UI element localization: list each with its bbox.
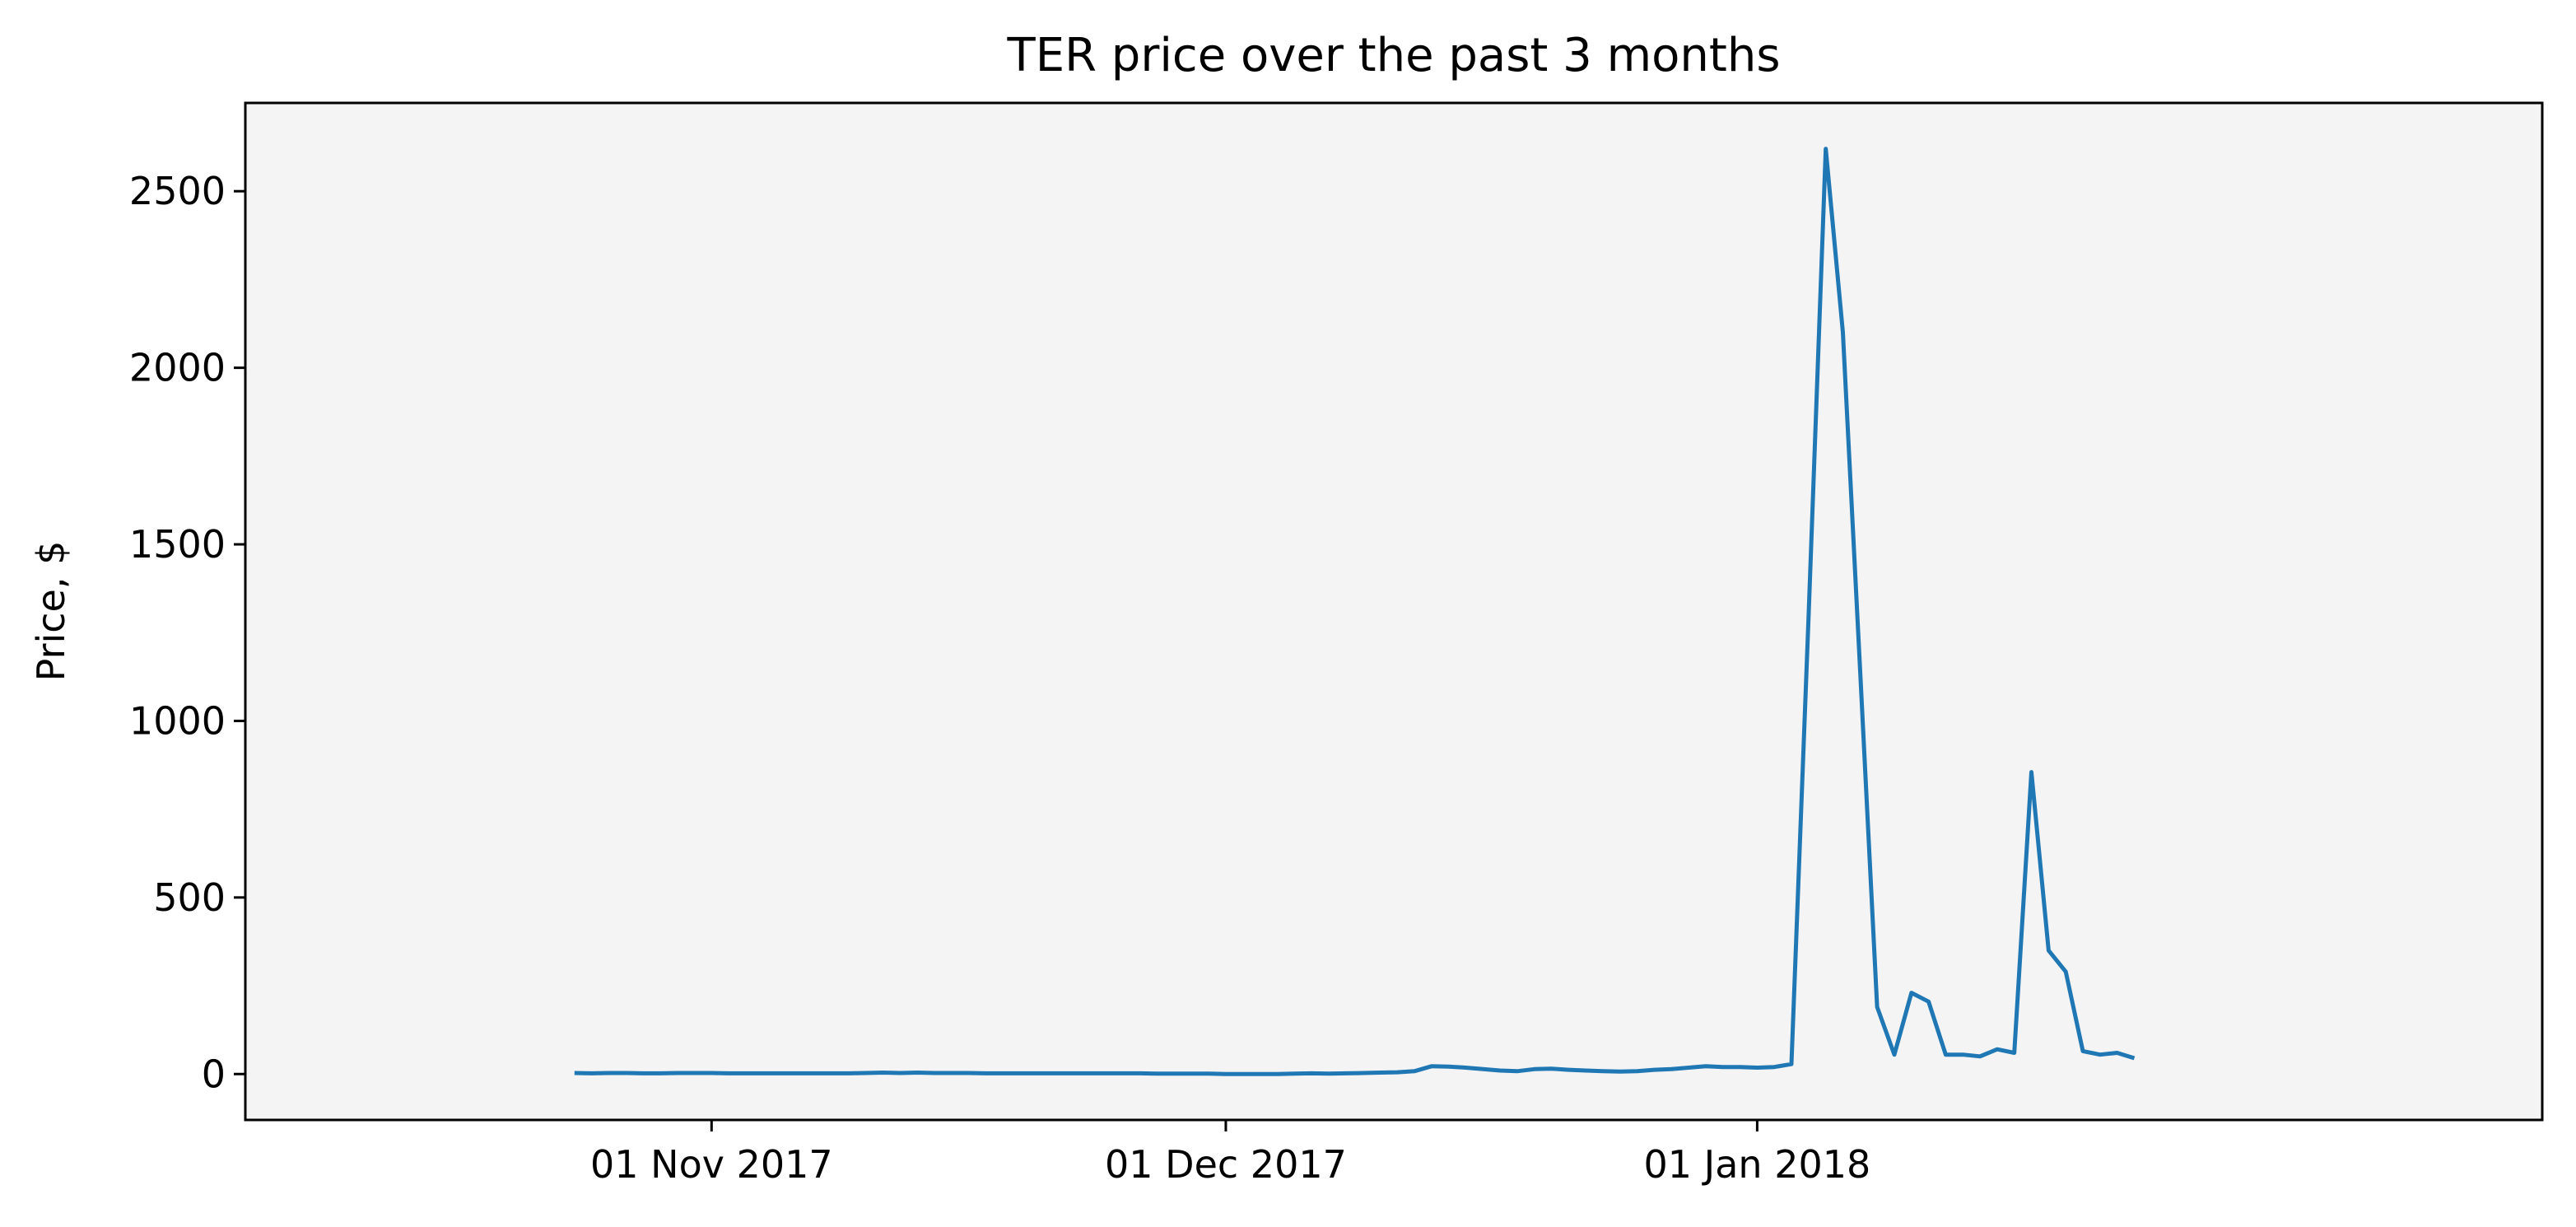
x-tick-label: 01 Nov 2017: [590, 1142, 833, 1187]
series-layer: [574, 147, 2136, 1076]
y-tick-label: 500: [153, 875, 226, 920]
y-tick-label: 2500: [129, 169, 226, 213]
y-tick-label: 2000: [129, 346, 226, 390]
chart-title: TER price over the past 3 months: [1006, 29, 1780, 82]
plot-frame: [244, 101, 2544, 1122]
x-tick-label: 01 Jan 2018: [1644, 1142, 1871, 1187]
y-tick-label: 1000: [129, 698, 226, 743]
plot-area: [245, 103, 2542, 1120]
y-axis: 0 500 1000 1500 2000 2500: [129, 169, 245, 1096]
y-tick-label: 0: [202, 1052, 226, 1096]
series-line-ter: [574, 147, 2136, 1076]
x-tick-label: 01 Dec 2017: [1105, 1142, 1347, 1187]
y-axis-label: Price, $: [29, 541, 73, 682]
y-tick-label: 1500: [129, 522, 226, 567]
x-axis: 01 Nov 2017 01 Dec 2017 01 Jan 2018: [590, 1120, 1870, 1187]
